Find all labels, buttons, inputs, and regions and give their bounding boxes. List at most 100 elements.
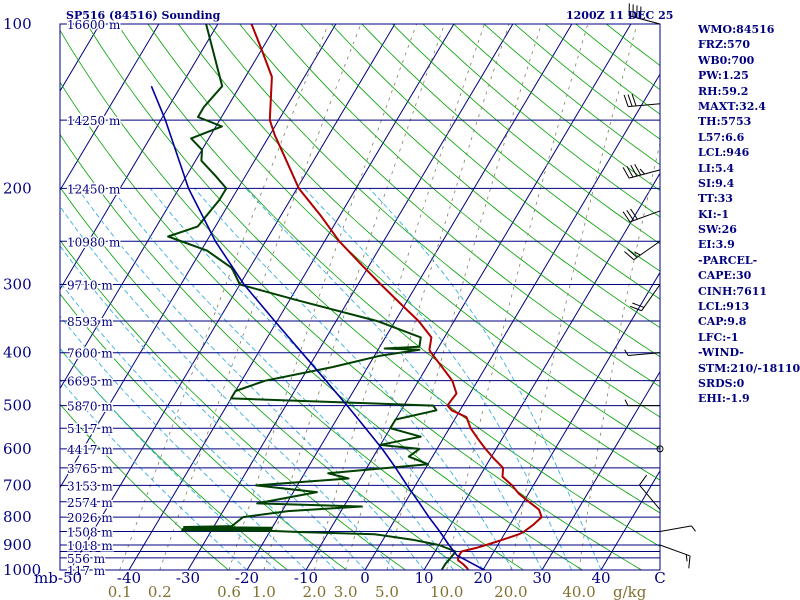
stat-line: CAPE:30 [698, 269, 752, 283]
dry-adiabat-line [60, 293, 348, 570]
pressure-tick-label: 900 [3, 536, 32, 554]
stat-line: -WIND- [698, 346, 744, 360]
wind-barb [659, 525, 696, 532]
height-label: 10980 m [67, 235, 121, 249]
pressure-tick-label: 700 [3, 476, 32, 494]
wind-barb [656, 445, 664, 453]
pressure-tick-label: 1000 [3, 561, 41, 579]
moist-adiabat-line [60, 281, 336, 570]
mixing-ratio-label: 10.0 [430, 583, 463, 600]
dry-adiabat-line [60, 29, 643, 570]
height-label: 4417 m [67, 443, 113, 457]
temperature-tick-label: -10 [294, 569, 318, 587]
wind-barb [624, 349, 661, 357]
dry-adiabat-line [208, 24, 660, 418]
stat-line: LFC:-1 [698, 330, 739, 344]
pressure-tick-label: 400 [3, 344, 32, 362]
height-label: 5117 m [67, 422, 113, 436]
parcel-path-line [150, 85, 486, 570]
dry-adiabat-line [86, 24, 660, 547]
stat-line: WMO:84516 [698, 23, 775, 36]
temperature-tick-label: C [654, 569, 665, 587]
stat-line: EI:3.9 [698, 238, 735, 252]
wind-barb [622, 208, 661, 223]
dry-adiabat-line [60, 347, 289, 570]
stat-line: MAXT:32.4 [698, 99, 766, 113]
height-label: 1508 m [67, 525, 113, 539]
height-label: 6695 m [67, 375, 113, 389]
axes [59, 23, 661, 571]
isotherm-line [423, 172, 660, 570]
mixing-ratio-label: 1.0 [252, 583, 276, 600]
moist-adiabat-line [60, 347, 277, 570]
temperature-tick-label: -30 [176, 569, 200, 587]
temperature-tick-label: 40 [591, 569, 610, 587]
dry-adiabat-line [60, 133, 525, 570]
dry-adiabat-line [116, 24, 660, 514]
stat-line: STM:210/-18110550 [698, 361, 800, 375]
dry-adiabat-line [361, 24, 660, 272]
temperature-tick-label: -40 [117, 569, 141, 587]
mixing-ratio-label: 2.0 [302, 583, 326, 600]
isotherm-line [246, 24, 573, 570]
pressure-tick-label: 200 [3, 179, 32, 197]
height-label: 2574 m [67, 496, 113, 510]
isotherm-line [60, 24, 337, 489]
wind-barb [629, 284, 661, 312]
stat-line: LCL:913 [698, 300, 750, 314]
plot-frame [59, 23, 661, 571]
moist-adiabat-line [111, 188, 454, 570]
isotherm-line [60, 24, 278, 390]
height-label: 16600 m [67, 18, 121, 32]
height-label: 14250 m [67, 114, 121, 128]
stat-line: L57:6.6 [698, 130, 745, 144]
wind-barb [628, 3, 661, 25]
height-label: 5870 m [67, 400, 113, 414]
stats-panel: WMO:84516 FRZ:570 WB0:700 PW:1.25 RH:59.2 MAX… [698, 22, 800, 407]
dry-adiabat-line [239, 24, 660, 388]
stat-line: KI:-1 [698, 207, 729, 221]
stat-line: LCL:946 [698, 146, 750, 160]
height-label: 3765 m [67, 462, 113, 476]
height-label: 8593 m [67, 315, 113, 329]
moist-adiabat-line [60, 315, 307, 570]
stat-line: CINH:7611 [698, 284, 768, 298]
isotherm-line [541, 370, 660, 570]
moist-adiabat-line [60, 378, 248, 570]
wind-barb [622, 163, 661, 179]
pressure-unit-label: mb [34, 569, 58, 587]
isotherm-line [128, 24, 455, 570]
wind-barb [623, 94, 661, 108]
height-label: 3153 m [67, 479, 113, 493]
isotherm-line [60, 24, 160, 192]
wind-barb [624, 240, 661, 261]
stat-line: TH:5753 [698, 115, 752, 129]
height-label: 2026 m [67, 511, 113, 525]
stat-line: EHI:-1.9 [698, 392, 750, 406]
height-label: 556 m [67, 552, 106, 566]
isotherm-line [364, 73, 660, 570]
mixing-ratio-unit-label: g/kg [613, 583, 647, 600]
stat-line: WB0:700 [698, 53, 755, 67]
mixing-ratio-label: 3.0 [334, 583, 358, 600]
temperature-tick-label: 0 [360, 569, 370, 587]
dry-adiabat-line [178, 24, 660, 449]
temperature-tick-label: 30 [532, 569, 551, 587]
isotherm-line [305, 24, 632, 570]
moist-adiabat-line [149, 188, 484, 570]
pressure-tick-label: 800 [3, 508, 32, 526]
wind-barb [624, 399, 660, 407]
dry-adiabat-line [269, 24, 660, 358]
wind-barb [639, 474, 661, 510]
dry-adiabat-line [60, 81, 584, 570]
stat-line: RH:59.2 [698, 84, 749, 98]
pressure-tick-label: 100 [3, 15, 32, 33]
mixing-ratio-label: 0.6 [217, 583, 241, 600]
mixing-ratio-label: 40.0 [562, 583, 595, 600]
dry-adiabat-line [300, 24, 660, 329]
temperature-tick-label: -50 [58, 569, 82, 587]
temperature-tick-label: 20 [473, 569, 492, 587]
chart-title-station: SP516 (84516) Sounding [66, 9, 221, 22]
